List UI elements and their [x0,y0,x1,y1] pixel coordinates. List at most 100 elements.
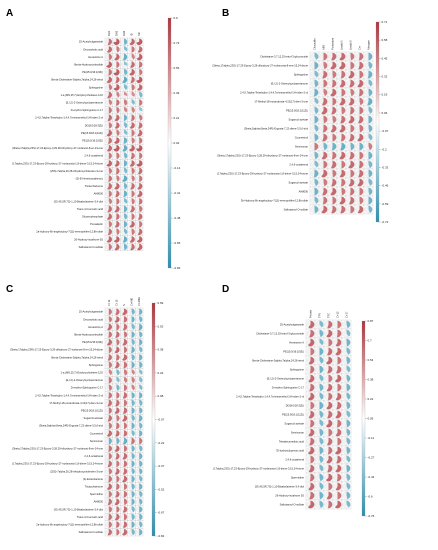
cell-pie [122,145,128,152]
cell-pie [368,79,373,87]
cell-pie [139,468,143,475]
cell-pie [327,410,333,419]
cell-pie [319,356,324,364]
row-label: Pomalactin [90,222,103,226]
panel-b: B Cloxacillin ABS Potassium Linalyl-1 Linalyl… [212,8,388,224]
cell-pie [368,169,373,178]
cell-pie [139,475,143,482]
cell-pie [337,329,342,338]
cell-pie [326,383,333,392]
row-label: Spermidine [90,492,104,496]
colorbar-tick-label: 0.45 [382,56,388,60]
cell-pie [359,97,364,106]
cell-pie [346,419,351,428]
cell-pie [131,430,135,437]
row-label: 25-Acetylvulgaroside [79,310,104,314]
cell-pie [131,99,135,105]
cell-pie [332,169,337,178]
colorbar-tick-label: -0.59 [382,202,389,206]
row-label: Sugarcol acetate [84,416,104,420]
cell-pie [368,160,373,169]
cell-pie [115,430,120,437]
cell-pie [323,196,328,205]
cell-pie [308,410,315,419]
cell-pie [327,464,333,473]
panel-d: D Protein TFN TFC Cr-12 Cr-17 25-Acetylvulgaro… [213,284,374,518]
cell-pie [114,513,120,521]
cell-pie [323,178,328,187]
panel-c: C Cr 12 Cr 13 N Cr+ME Cr-4ME 25-Acetylvulgaros… [6,284,165,538]
cell-pie [131,415,135,422]
cell-pie [116,422,120,429]
cell-pie [319,401,324,410]
cell-pie [116,483,120,490]
cell-pie [114,407,120,414]
cell-pie [116,392,120,399]
colorbar-tick-label: -0.72 [382,220,389,224]
cell-pie [106,339,112,346]
cell-pie [310,455,315,464]
cell-pie [349,133,355,142]
colorbar-tick-label: 0.22 [368,397,374,401]
column-label: DH1 [107,30,111,36]
cell-pie [137,243,143,251]
row-label: Sphingosine [89,363,104,367]
cell-pie [314,115,319,124]
cell-pie [113,84,120,91]
row-label: 2a-hydroxy-6b-angeloyloxy-7(11)-eremophi… [36,523,103,527]
cell-pie [114,205,120,213]
cell-pie [332,151,337,160]
cell-pie [108,361,113,369]
cell-pie [319,374,324,382]
cell-pie [124,160,128,167]
colorbar-tick-label: -0.52 [158,487,165,491]
column-label: Linalyl-2 [349,40,353,50]
cell-pie [335,410,342,419]
cell-pie [346,500,351,508]
row-label: Sphingosine [290,367,305,371]
cell-pie [137,129,143,137]
cell-pie [108,198,112,205]
cell-pie [319,446,324,455]
row-label: Decosyhotic acid [83,47,103,51]
cell-pie [123,190,128,197]
cell-pie [123,430,128,437]
cell-pie [368,88,373,97]
cell-pie [131,213,135,220]
cell-pie [332,70,337,79]
cell-pie [139,308,143,315]
row-label: AH8000 [299,189,309,193]
cell-pie [325,473,333,482]
cell-pie [115,331,120,338]
cell-pie [106,129,112,137]
cell-pie [321,106,328,115]
cell-pie [114,498,120,505]
cell-pie [129,236,135,243]
cell-pie [321,205,328,214]
row-label: Bexta-Cholestane-3alpha,7alpha,24,26-tet… [51,355,103,359]
cell-pie [124,221,128,228]
cell-pie [113,137,120,144]
cell-pie [131,422,135,429]
cell-pie [357,133,364,142]
cell-pie [319,410,324,419]
cell-pie [331,205,337,214]
cell-pie [323,160,328,169]
cell-pie [114,346,120,353]
cell-pie [124,198,128,204]
cell-pie [131,377,135,384]
cell-pie [136,53,143,61]
cell-pie [131,46,135,53]
cell-pie [116,437,120,445]
cell-pie [108,331,112,338]
row-label: AH8000 [94,500,104,504]
row-label: (E,I,2)-2-Ostenylcyclopentanone [267,376,305,380]
column-label: Cr+ME [130,298,134,306]
row-label: Salbutamol-O-sulfate [79,530,104,534]
cell-pie [131,437,135,445]
colorbar-tick-label: 0.06 [382,111,388,115]
cell-pie [136,76,143,83]
row-label: 2,4,6-octatrienal [289,162,308,166]
cell-pie [131,339,135,346]
cell-pie [310,419,315,428]
